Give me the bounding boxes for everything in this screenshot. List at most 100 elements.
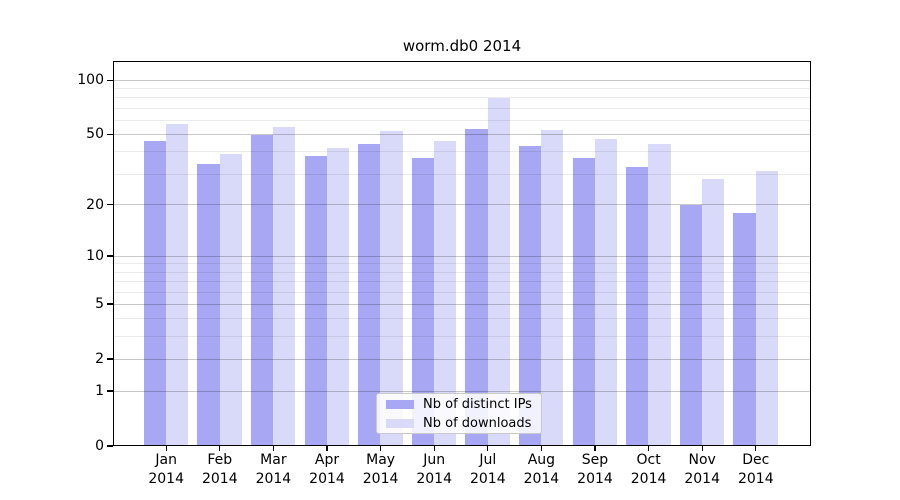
bar-downloads-sep [594, 139, 618, 445]
y-tick-mark [107, 303, 113, 305]
bar-downloads-mar [273, 127, 296, 445]
x-tick-label: Apr 2014 [295, 451, 359, 489]
x-tick-label: Feb 2014 [188, 451, 252, 489]
x-tick-label: Oct 2014 [617, 451, 681, 489]
x-tick-month: Jul [479, 452, 497, 468]
bar-downloads-jun [434, 141, 457, 445]
x-tick-mark [272, 446, 274, 451]
x-tick-mark [487, 446, 489, 451]
x-tick-month: Dec [742, 452, 770, 468]
x-tick-label: May 2014 [349, 451, 413, 489]
x-tick-mark [433, 446, 435, 451]
bar-distinct-ips-may [358, 144, 381, 445]
bar-downloads-jan [166, 124, 189, 445]
x-tick-year: 2014 [523, 471, 560, 487]
bar-distinct-ips-apr [304, 155, 327, 445]
y-tick-label: 100 [77, 72, 104, 89]
y-tick-label: 5 [95, 295, 104, 312]
x-tick-month: Aug [527, 452, 556, 468]
x-tick-year: 2014 [416, 471, 452, 487]
x-tick-mark [648, 446, 650, 451]
minor-gridline [114, 119, 810, 121]
bar-distinct-ips-sep [572, 157, 595, 445]
plot-area [113, 61, 811, 446]
x-tick-year: 2014 [362, 471, 399, 487]
x-tick-mark [755, 446, 757, 451]
x-tick-month: Oct [636, 452, 661, 468]
major-gridline [114, 79, 810, 81]
minor-gridline [114, 151, 810, 153]
y-tick-mark [107, 358, 113, 360]
minor-gridline [114, 88, 810, 90]
legend-item-downloads: Nb of downloads [386, 416, 541, 431]
y-tick-mark [107, 133, 113, 135]
major-gridline [114, 255, 810, 257]
x-tick-month: Apr [314, 452, 340, 468]
bar-distinct-ips-nov [679, 204, 702, 445]
y-tick-mark [107, 79, 113, 81]
minor-gridline [114, 263, 810, 265]
x-tick-month: May [366, 452, 396, 468]
x-tick-year: 2014 [577, 471, 613, 487]
bar-distinct-ips-jan [143, 141, 166, 445]
x-tick-label: Jul 2014 [456, 451, 520, 489]
x-tick-mark [380, 446, 382, 451]
x-tick-label: Aug 2014 [509, 451, 573, 489]
bar-distinct-ips-feb [197, 164, 220, 445]
bar-downloads-jul [487, 97, 510, 445]
major-gridline [114, 303, 810, 305]
y-tick-mark [107, 204, 113, 206]
legend-item-distinct-ips: Nb of distinct IPs [386, 397, 541, 412]
x-tick-month: Sep [581, 452, 609, 468]
minor-gridline [114, 335, 810, 337]
minor-gridline [114, 271, 810, 273]
x-tick-month: Feb [207, 452, 233, 468]
x-tick-year: 2014 [148, 471, 184, 487]
x-tick-month: Mar [260, 452, 287, 468]
bar-downloads-apr [326, 148, 350, 445]
bar-distinct-ips-dec [733, 212, 756, 445]
x-tick-label: Jan 2014 [134, 451, 198, 489]
bar-downloads-dec [755, 171, 778, 445]
minor-gridline [114, 173, 810, 175]
legend-swatch-downloads [386, 418, 414, 428]
y-tick-label: 20 [86, 196, 104, 213]
x-tick-mark [219, 446, 221, 451]
bar-distinct-ips-jul [465, 128, 488, 445]
x-tick-label: Dec 2014 [724, 451, 788, 489]
x-tick-label: Sep 2014 [563, 451, 627, 489]
bar-distinct-ips-aug [518, 146, 542, 445]
minor-gridline [114, 291, 810, 293]
chart-title: worm.db0 2014 [402, 37, 522, 55]
bar-downloads-nov [702, 179, 725, 445]
bar-downloads-aug [541, 130, 564, 445]
bar-downloads-may [380, 131, 403, 445]
x-tick-label: Jun 2014 [402, 451, 466, 489]
x-tick-year: 2014 [201, 471, 238, 487]
y-tick-mark [107, 390, 113, 392]
x-tick-label: Nov 2014 [670, 451, 734, 489]
legend: Nb of distinct IPs Nb of downloads [376, 393, 542, 434]
x-tick-mark [165, 446, 167, 451]
bar-distinct-ips-oct [626, 166, 649, 445]
x-tick-month: Nov [688, 452, 716, 468]
legend-label-distinct-ips: Nb of distinct IPs [423, 396, 532, 412]
x-tick-year: 2014 [469, 471, 506, 487]
major-gridline [114, 204, 810, 206]
bar-downloads-feb [219, 153, 242, 445]
x-tick-year: 2014 [630, 471, 667, 487]
x-tick-mark [594, 446, 596, 451]
y-tick-label: 1 [95, 383, 104, 400]
bar-distinct-ips-jun [411, 157, 434, 445]
legend-label-downloads: Nb of downloads [423, 415, 532, 431]
major-gridline [114, 134, 810, 136]
minor-gridline [114, 107, 810, 109]
x-tick-year: 2014 [255, 471, 292, 487]
y-tick-label: 50 [86, 126, 104, 143]
x-tick-mark [701, 446, 703, 451]
y-tick-mark [107, 445, 113, 447]
bar-downloads-oct [648, 144, 671, 445]
major-gridline [114, 390, 810, 392]
minor-gridline [114, 280, 810, 282]
